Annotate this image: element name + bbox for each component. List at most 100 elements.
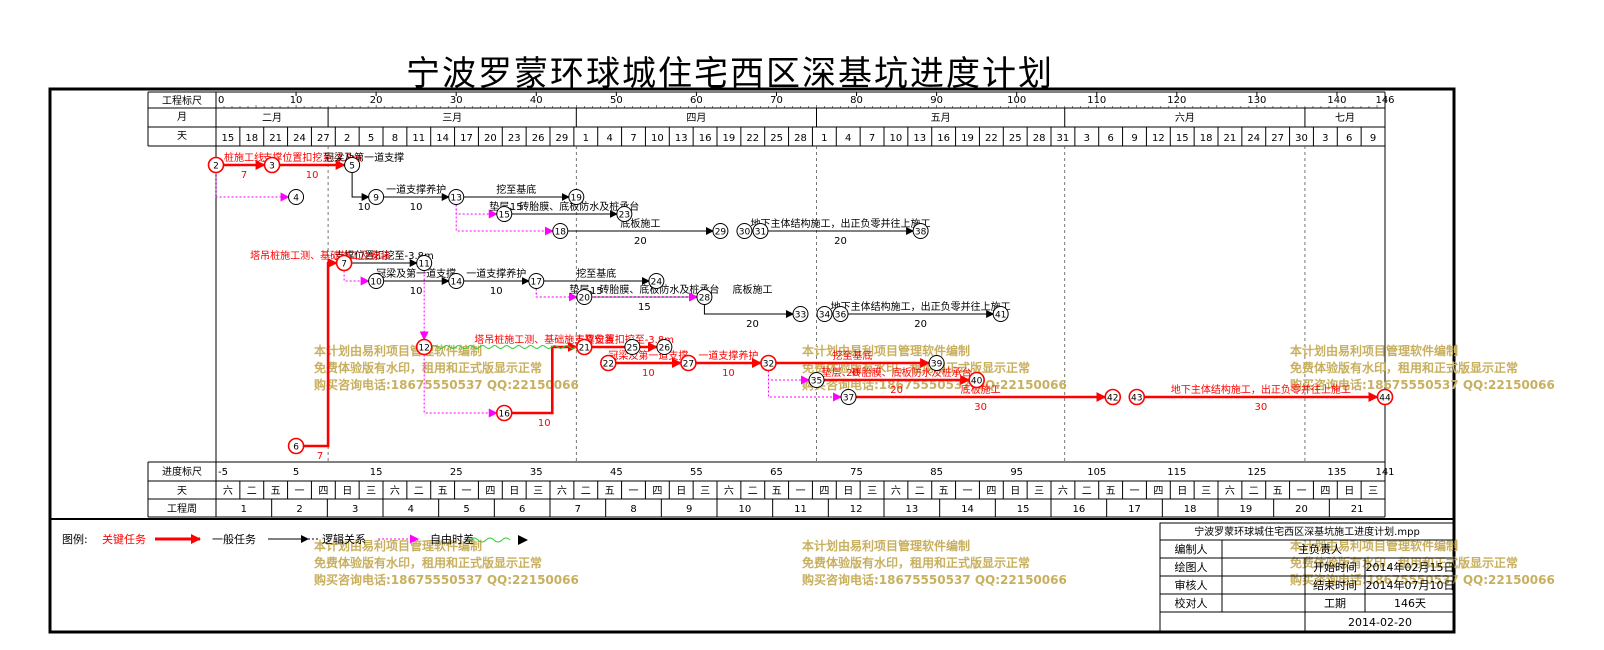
task-duration: 7: [317, 451, 323, 462]
bottom-scale-tick-label: 115: [1167, 467, 1186, 478]
event-node: 35: [808, 372, 825, 388]
bottom-scale-tick-label: 65: [770, 467, 783, 478]
top-scale-tick-label: 80: [850, 95, 863, 106]
event-node-circle: [760, 354, 777, 372]
weekday-label: 日: [509, 486, 519, 497]
bottom-scale-tick-label: 125: [1247, 467, 1266, 478]
info-row-key: 工期: [1324, 597, 1346, 610]
weekday-label: 四: [1320, 486, 1330, 497]
top-scale-tick-label: 146: [1375, 95, 1394, 106]
event-node-id: 40: [971, 377, 983, 387]
top-scale-tick-label: 140: [1327, 95, 1346, 106]
day-label: 3: [1084, 133, 1090, 144]
event-node-id: 22: [603, 360, 614, 370]
event-node-circle: [968, 371, 985, 389]
top-scale-tick-label: 30: [450, 95, 463, 106]
weekday-label: 一: [462, 486, 472, 497]
task-name: 挖至基底: [496, 183, 536, 196]
week-label: 17: [1128, 504, 1141, 515]
event-node-id: 43: [1131, 394, 1142, 404]
top-scale-tick-label: 20: [370, 95, 383, 106]
event-node-id: 36: [835, 311, 847, 321]
task-name: 支撑位置扣挖至-3.8m: [335, 249, 434, 262]
task-arrow: [703, 304, 794, 318]
task-name: 底板施工: [732, 283, 772, 296]
event-node-id: 14: [450, 278, 462, 288]
weekday-label: 六: [223, 485, 233, 497]
event-node: 43: [1128, 388, 1146, 406]
bottom-scale-tick-label: 85: [930, 467, 943, 478]
watermark-text: 本计划由易利项目管理软件编制: [314, 538, 482, 553]
event-node: 23: [616, 206, 633, 222]
day-label: 13: [913, 133, 926, 144]
task-name: 冠梁及第一道支撑: [324, 151, 404, 164]
day-label: 9: [1131, 133, 1137, 144]
event-node-circle: [415, 338, 433, 356]
event-node-circle: [600, 354, 617, 372]
event-node-circle: [335, 254, 353, 272]
weekday-label: 一: [1130, 486, 1140, 497]
event-node-id: 29: [715, 228, 727, 238]
event-node: 40: [968, 371, 985, 389]
event-node-circle: [912, 223, 929, 239]
watermark-text: 购买咨询电话:18675550537 QQ:22150066: [314, 377, 579, 392]
event-node: 18: [552, 223, 569, 239]
event-node-id: 30: [739, 228, 751, 238]
legend: 图例: 关键任务 一般任务 逻辑关系 自由时差: [62, 532, 528, 546]
event-node-id: 18: [555, 228, 567, 238]
event-node-circle: [792, 306, 809, 322]
info-row-value: 2014年07月10日: [1366, 578, 1455, 592]
week-label: 9: [686, 504, 692, 515]
weekday-label: 五: [1273, 486, 1283, 497]
weekday-label: 一: [295, 486, 305, 497]
bottom-scale-tick-label: 55: [690, 467, 703, 478]
event-node-id: 26: [659, 344, 671, 354]
scale-row-label: 工程周: [167, 503, 197, 515]
month-label: 四月: [686, 112, 706, 124]
weekday-label: 五: [438, 486, 448, 497]
bottom-scale-tick-label: 105: [1087, 467, 1106, 478]
event-node: 19: [568, 189, 585, 205]
task-duration: 20: [914, 319, 927, 330]
event-node-id: 4: [293, 194, 299, 204]
event-node-circle: [288, 189, 305, 205]
event-node: 42: [1104, 388, 1122, 406]
month-label: 六月: [1175, 112, 1195, 124]
task-name: 一道支撑养护: [698, 349, 758, 362]
task-duration: 20: [834, 236, 847, 247]
task-duration: 20: [634, 236, 647, 247]
weekday-label: 日: [1344, 486, 1354, 497]
event-node: 17: [528, 273, 545, 289]
legend-float-wave-icon: [469, 537, 511, 543]
event-node-id: 10: [370, 278, 382, 288]
task-duration: 30: [1255, 402, 1268, 413]
day-label: 28: [1033, 133, 1046, 144]
watermark-text: 本计划由易利项目管理软件编制: [802, 538, 970, 553]
day-label: 6: [1346, 133, 1352, 144]
weekday-label: 四: [485, 486, 495, 497]
event-node: 29: [712, 223, 729, 239]
top-scale-tick-label: 60: [690, 95, 703, 106]
event-node-circle: [576, 338, 593, 356]
weekday-label: 日: [1177, 486, 1187, 497]
task-duration: 10: [306, 170, 319, 181]
task-duration: 10: [410, 286, 423, 297]
event-node: 21: [576, 338, 593, 356]
task-name: 塔吊桩施工测、基础施工及安装: [474, 333, 614, 346]
event-node-circle: [416, 255, 433, 271]
weekday-label: 六: [724, 485, 734, 497]
weekday-label: 二: [1082, 486, 1092, 497]
bottom-scale-tick-label: 15: [370, 467, 383, 478]
day-label: 11: [412, 133, 425, 144]
event-node: 25: [624, 339, 641, 355]
day-label: 10: [890, 133, 903, 144]
bottom-scale-tick-label: -5: [218, 467, 228, 478]
event-node: 10: [368, 273, 385, 289]
info-row-label: 校对人: [1175, 596, 1208, 610]
week-label: 11: [794, 504, 807, 515]
free-float-link: [455, 204, 554, 236]
weekday-label: 二: [581, 486, 591, 497]
day-label: 19: [961, 133, 974, 144]
event-node-id: 44: [1379, 394, 1391, 404]
event-node-circle: [568, 189, 585, 205]
